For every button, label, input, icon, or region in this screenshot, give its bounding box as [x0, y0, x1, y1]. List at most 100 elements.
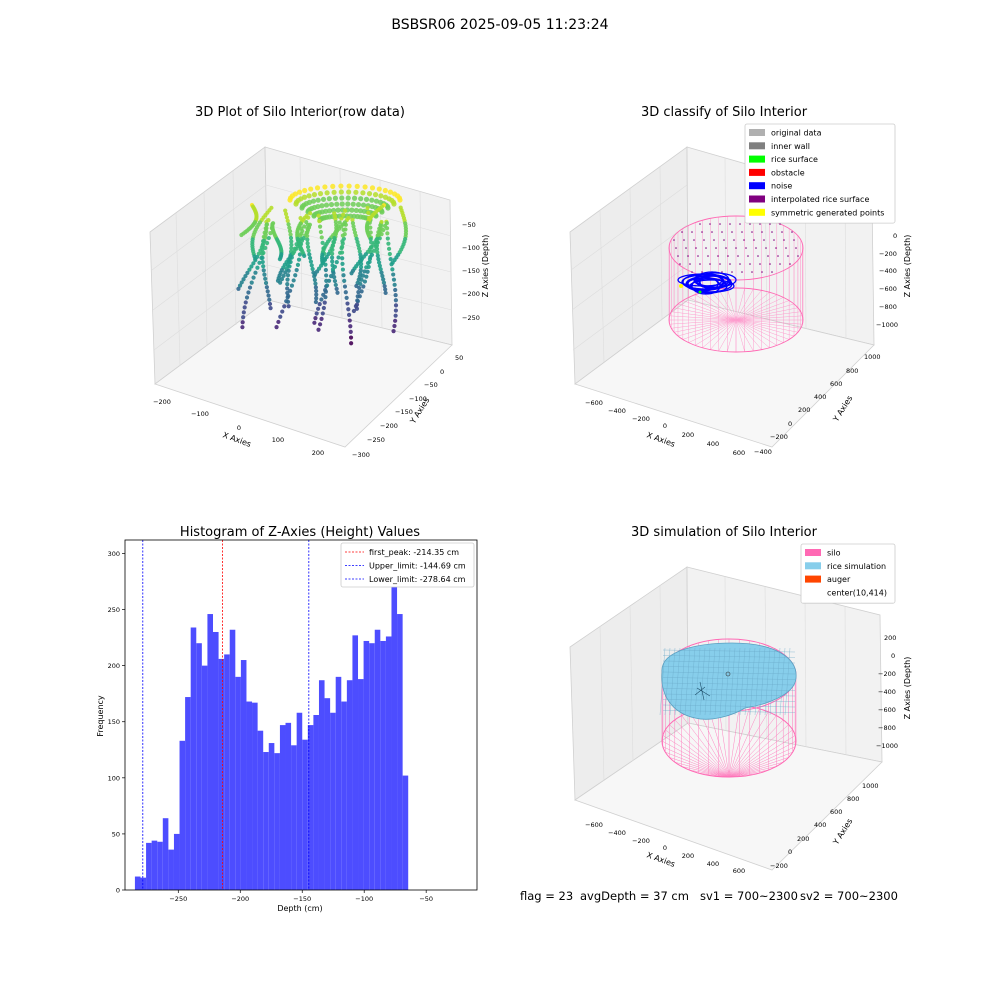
raw-data-point	[382, 194, 389, 200]
raw-3d-plot: 3D Plot of Silo Interior(row data) −200 …	[149, 105, 490, 459]
raw-data-point	[379, 232, 384, 237]
raw-data-point	[305, 230, 310, 235]
simulation-zlabel: Z Axies (Depth)	[903, 657, 912, 720]
raw-data-point	[310, 266, 315, 272]
classify-silo-wireframe	[668, 215, 804, 353]
raw-data-point	[261, 238, 266, 244]
interpolated-rice-point	[793, 239, 795, 241]
raw-data-point	[333, 282, 338, 288]
raw-data-point	[349, 207, 355, 213]
raw-data-point	[378, 223, 383, 228]
raw-data-point	[264, 285, 269, 290]
simulation-ztick: −400	[878, 688, 896, 696]
raw-data-point	[320, 311, 325, 316]
simulation-plot-title: 3D simulation of Silo Interior	[631, 525, 818, 540]
interpolated-rice-point	[709, 263, 711, 265]
raw-data-point	[253, 256, 258, 261]
status-avg-depth: avgDepth = 37 cm	[580, 889, 689, 903]
interpolated-rice-point	[749, 263, 751, 265]
raw-data-point	[251, 261, 256, 266]
raw-data-point	[286, 304, 291, 309]
histogram-bar	[274, 753, 280, 890]
raw-data-point	[240, 325, 245, 330]
interpolated-rice-point	[767, 255, 769, 257]
raw-data-point	[330, 251, 335, 256]
simulation-ylabel: Y Axies	[831, 817, 855, 847]
raw-data-point	[350, 217, 355, 223]
raw-data-point	[283, 208, 288, 213]
raw-data-point	[378, 267, 383, 272]
raw-data-point	[291, 278, 296, 283]
raw-data-point	[239, 232, 244, 238]
raw-data-point	[312, 277, 317, 283]
legend-label: rice surface	[771, 155, 818, 164]
histogram-xlabel: Depth (cm)	[277, 904, 322, 913]
raw-data-point	[369, 252, 375, 257]
histogram-bar	[291, 745, 297, 890]
simulation-ztick: 0	[891, 652, 895, 660]
raw-data-point	[354, 306, 360, 311]
raw-data-point	[314, 292, 319, 297]
legend-label: noise	[771, 182, 792, 191]
histogram-xtick-label: −200	[231, 895, 249, 903]
raw-data-point	[263, 280, 269, 286]
histogram-bar	[146, 842, 152, 890]
histogram-bar	[140, 877, 147, 890]
noise-cluster	[677, 271, 737, 295]
raw-data-point	[274, 325, 279, 330]
histogram-bar	[268, 743, 275, 890]
histogram-xtick-label: −150	[293, 895, 311, 903]
histogram-bar	[385, 636, 392, 890]
raw-data-point	[260, 259, 265, 265]
raw-data-point	[379, 270, 384, 275]
raw-data-point	[387, 251, 392, 257]
histogram-bar	[397, 614, 403, 890]
raw-data-point	[266, 235, 271, 241]
raw-data-point	[249, 264, 254, 269]
classify-xlabel: X Axies	[645, 430, 676, 449]
raw-data-point	[317, 322, 323, 327]
raw-plot-title: 3D Plot of Silo Interior(row data)	[195, 105, 405, 120]
raw-data-point	[323, 288, 328, 293]
raw-ytick: −50	[424, 381, 438, 389]
histogram-bar	[157, 841, 163, 890]
raw-data-point	[338, 189, 344, 195]
histogram-bar	[341, 701, 347, 890]
raw-data-point	[287, 225, 292, 230]
raw-data-point	[340, 239, 345, 244]
interpolated-surface-dots	[673, 223, 799, 273]
raw-data-point	[316, 306, 321, 311]
interpolated-rice-point	[705, 247, 707, 249]
simulation-xtick: 200	[682, 852, 694, 860]
raw-data-point	[382, 187, 388, 194]
histogram-legend-label: first_peak: -214.35 cm	[369, 548, 459, 557]
raw-data-point	[281, 273, 286, 278]
raw-data-point	[323, 202, 330, 208]
raw-data-point	[357, 208, 364, 214]
interpolated-rice-point	[685, 247, 687, 249]
interpolated-rice-point	[769, 223, 771, 225]
raw-data-point	[340, 261, 345, 266]
raw-data-point	[292, 246, 297, 251]
raw-data-point	[333, 232, 338, 237]
histogram-xtick-label: −50	[419, 895, 433, 903]
raw-xlabel: X Axies	[221, 430, 252, 449]
raw-data-point	[341, 273, 346, 278]
raw-ytick: −100	[409, 395, 427, 403]
raw-data-point	[339, 201, 345, 207]
raw-ytick: −150	[395, 408, 413, 416]
raw-data-point	[283, 270, 288, 275]
interpolated-rice-point	[747, 255, 749, 257]
classify-ztick: −200	[879, 250, 897, 258]
raw-ztick: −200	[462, 290, 480, 298]
raw-data-point	[288, 259, 293, 265]
raw-data-point	[342, 222, 347, 227]
interpolated-rice-point	[791, 231, 793, 233]
raw-data-point	[331, 271, 336, 276]
raw-data-point	[376, 260, 382, 265]
raw-data-point	[243, 273, 248, 279]
classify-ytick: 200	[798, 406, 810, 414]
raw-data-point	[345, 195, 351, 201]
interpolated-rice-point	[687, 255, 689, 257]
raw-data-point	[341, 227, 346, 232]
